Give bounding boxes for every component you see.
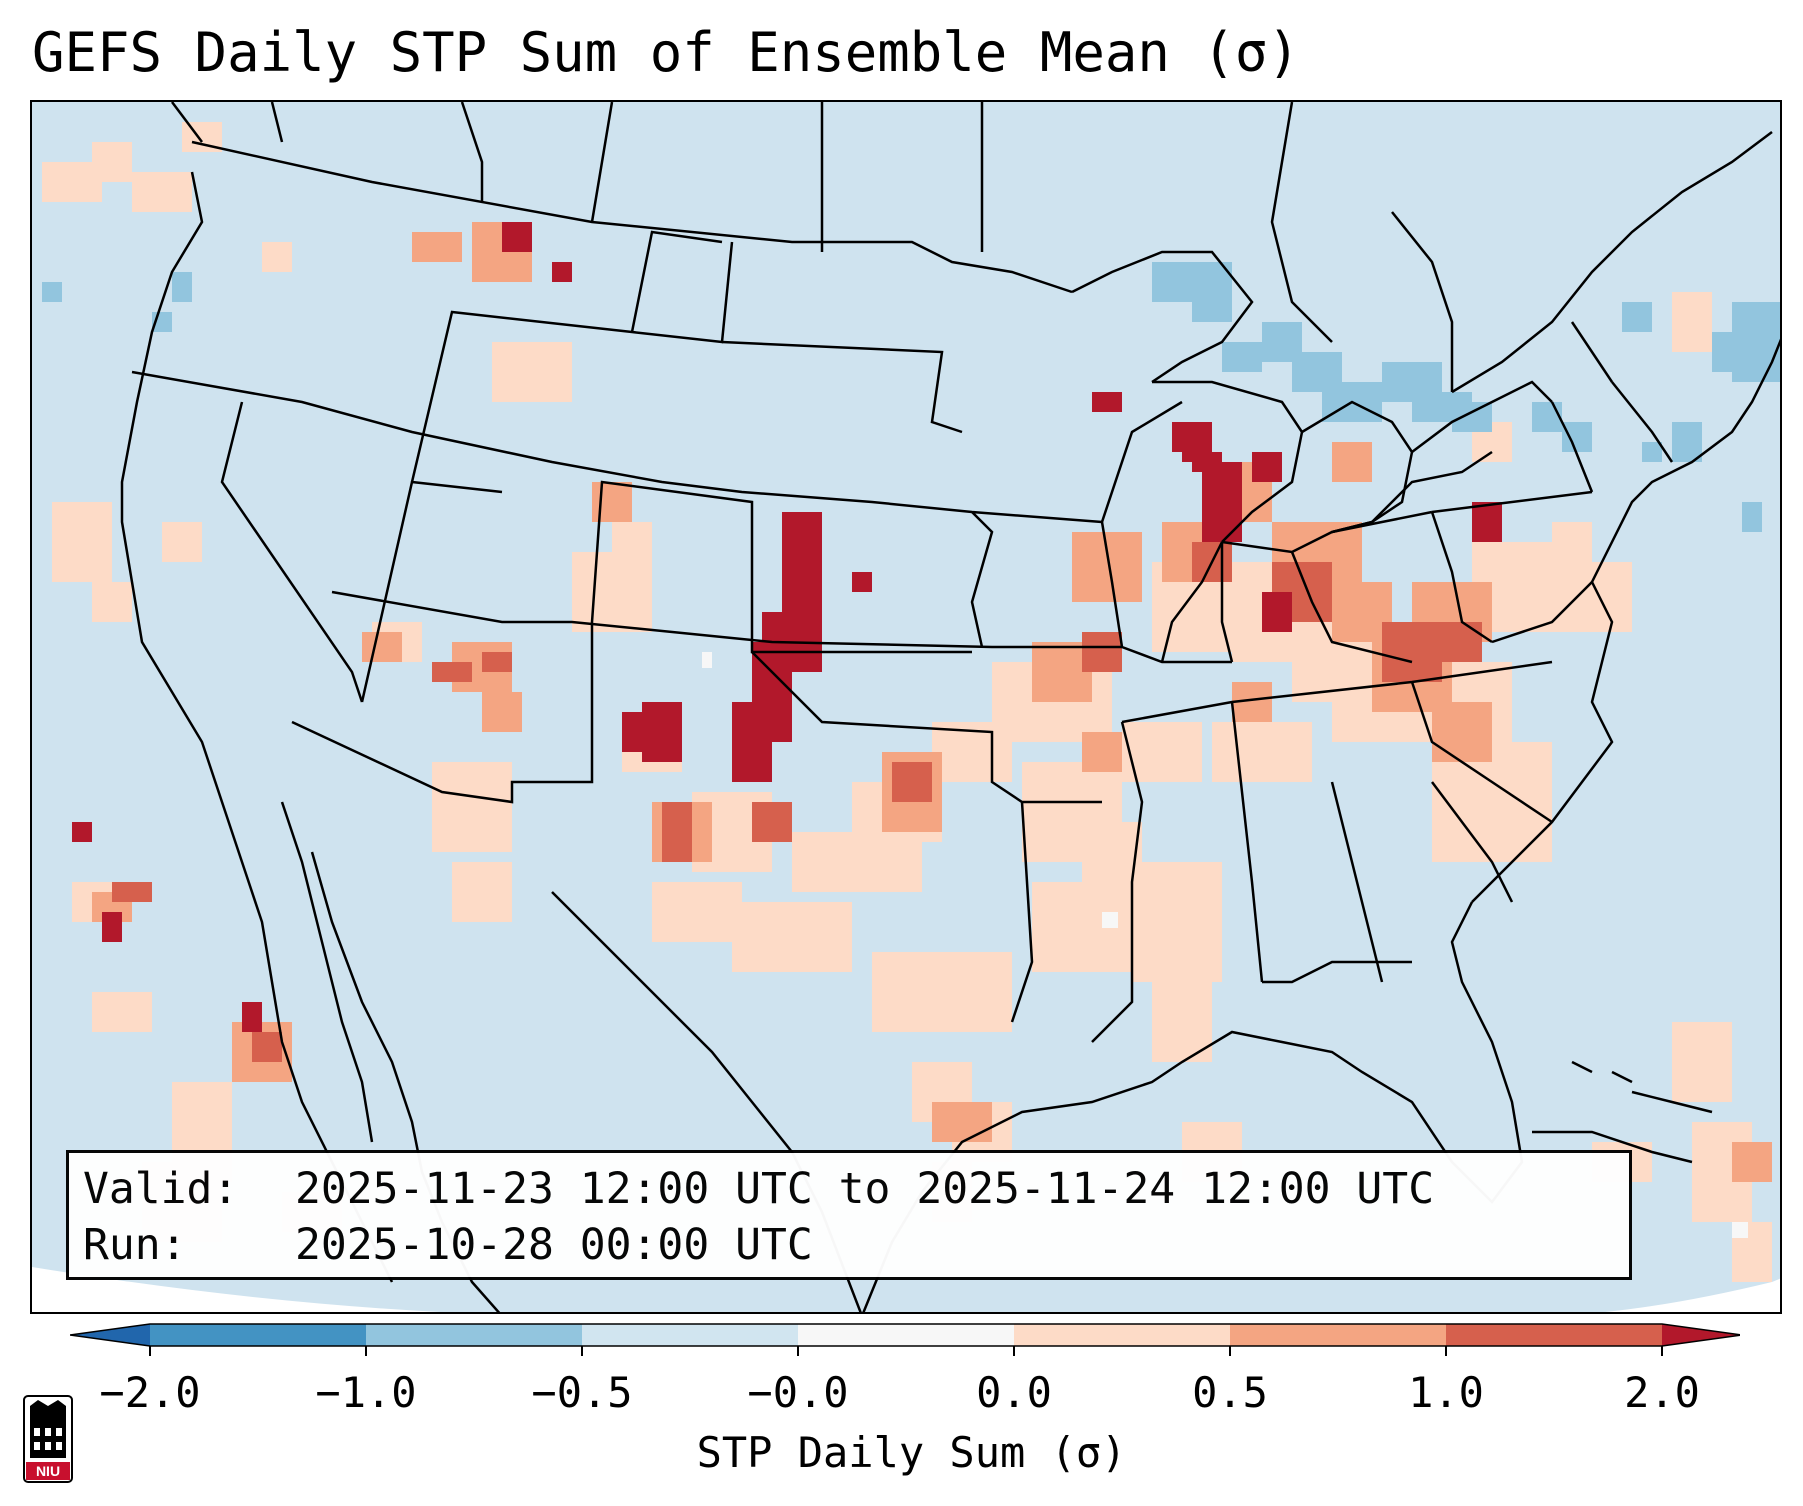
- map-panel: [30, 100, 1782, 1314]
- coastlines-and-borders: [120, 102, 1780, 1312]
- map-title: GEFS Daily STP Sum of Ensemble Mean (σ): [32, 21, 1300, 84]
- colorbar-segment: [1230, 1324, 1446, 1346]
- colorbar-extend-low: [70, 1324, 150, 1346]
- colorbar-tick-label: −1.0: [315, 1368, 417, 1417]
- svg-text:NIU: NIU: [36, 1463, 60, 1479]
- niu-logo-icon: NIU: [23, 1395, 73, 1483]
- anomaly-cells-negative: [42, 262, 1780, 532]
- run-value: 2025-10-28 00:00 UTC: [295, 1220, 813, 1270]
- colorbar-tick-label: 1.0: [1408, 1368, 1484, 1417]
- colorbar-tick-label: −2.0: [99, 1368, 201, 1417]
- colorbar-label: STP Daily Sum (σ): [696, 1428, 1127, 1477]
- colorbar-segment: [150, 1324, 366, 1346]
- colorbar-segment: [1014, 1324, 1230, 1346]
- valid-label: Valid:: [83, 1164, 239, 1214]
- colorbar-tick-label: 0.5: [1192, 1368, 1268, 1417]
- anomaly-cells-medium: [92, 222, 1772, 1182]
- colorbar-segment: [582, 1324, 798, 1346]
- colorbar-segment: [798, 1324, 1014, 1346]
- validity-info-box: Valid: 2025-11-23 12:00 UTC to 2025-11-24…: [66, 1150, 1632, 1280]
- colorbar: [70, 1323, 1740, 1356]
- anomaly-cells-neutral: [702, 652, 1748, 1238]
- colorbar-tick-label: 0.0: [976, 1368, 1052, 1417]
- colorbar-tick-label: 2.0: [1624, 1368, 1700, 1417]
- colorbar-tick-label: −0.0: [747, 1368, 849, 1417]
- valid-value: 2025-11-23 12:00 UTC to 2025-11-24 12:00…: [295, 1164, 1435, 1214]
- colorbar-tick-label: −0.5: [531, 1368, 633, 1417]
- colorbar-segment: [1446, 1324, 1662, 1346]
- colorbar-segment: [366, 1324, 582, 1346]
- colorbar-extend-high: [1662, 1324, 1740, 1346]
- map-canvas: [32, 102, 1780, 1312]
- run-label: Run:: [83, 1220, 187, 1270]
